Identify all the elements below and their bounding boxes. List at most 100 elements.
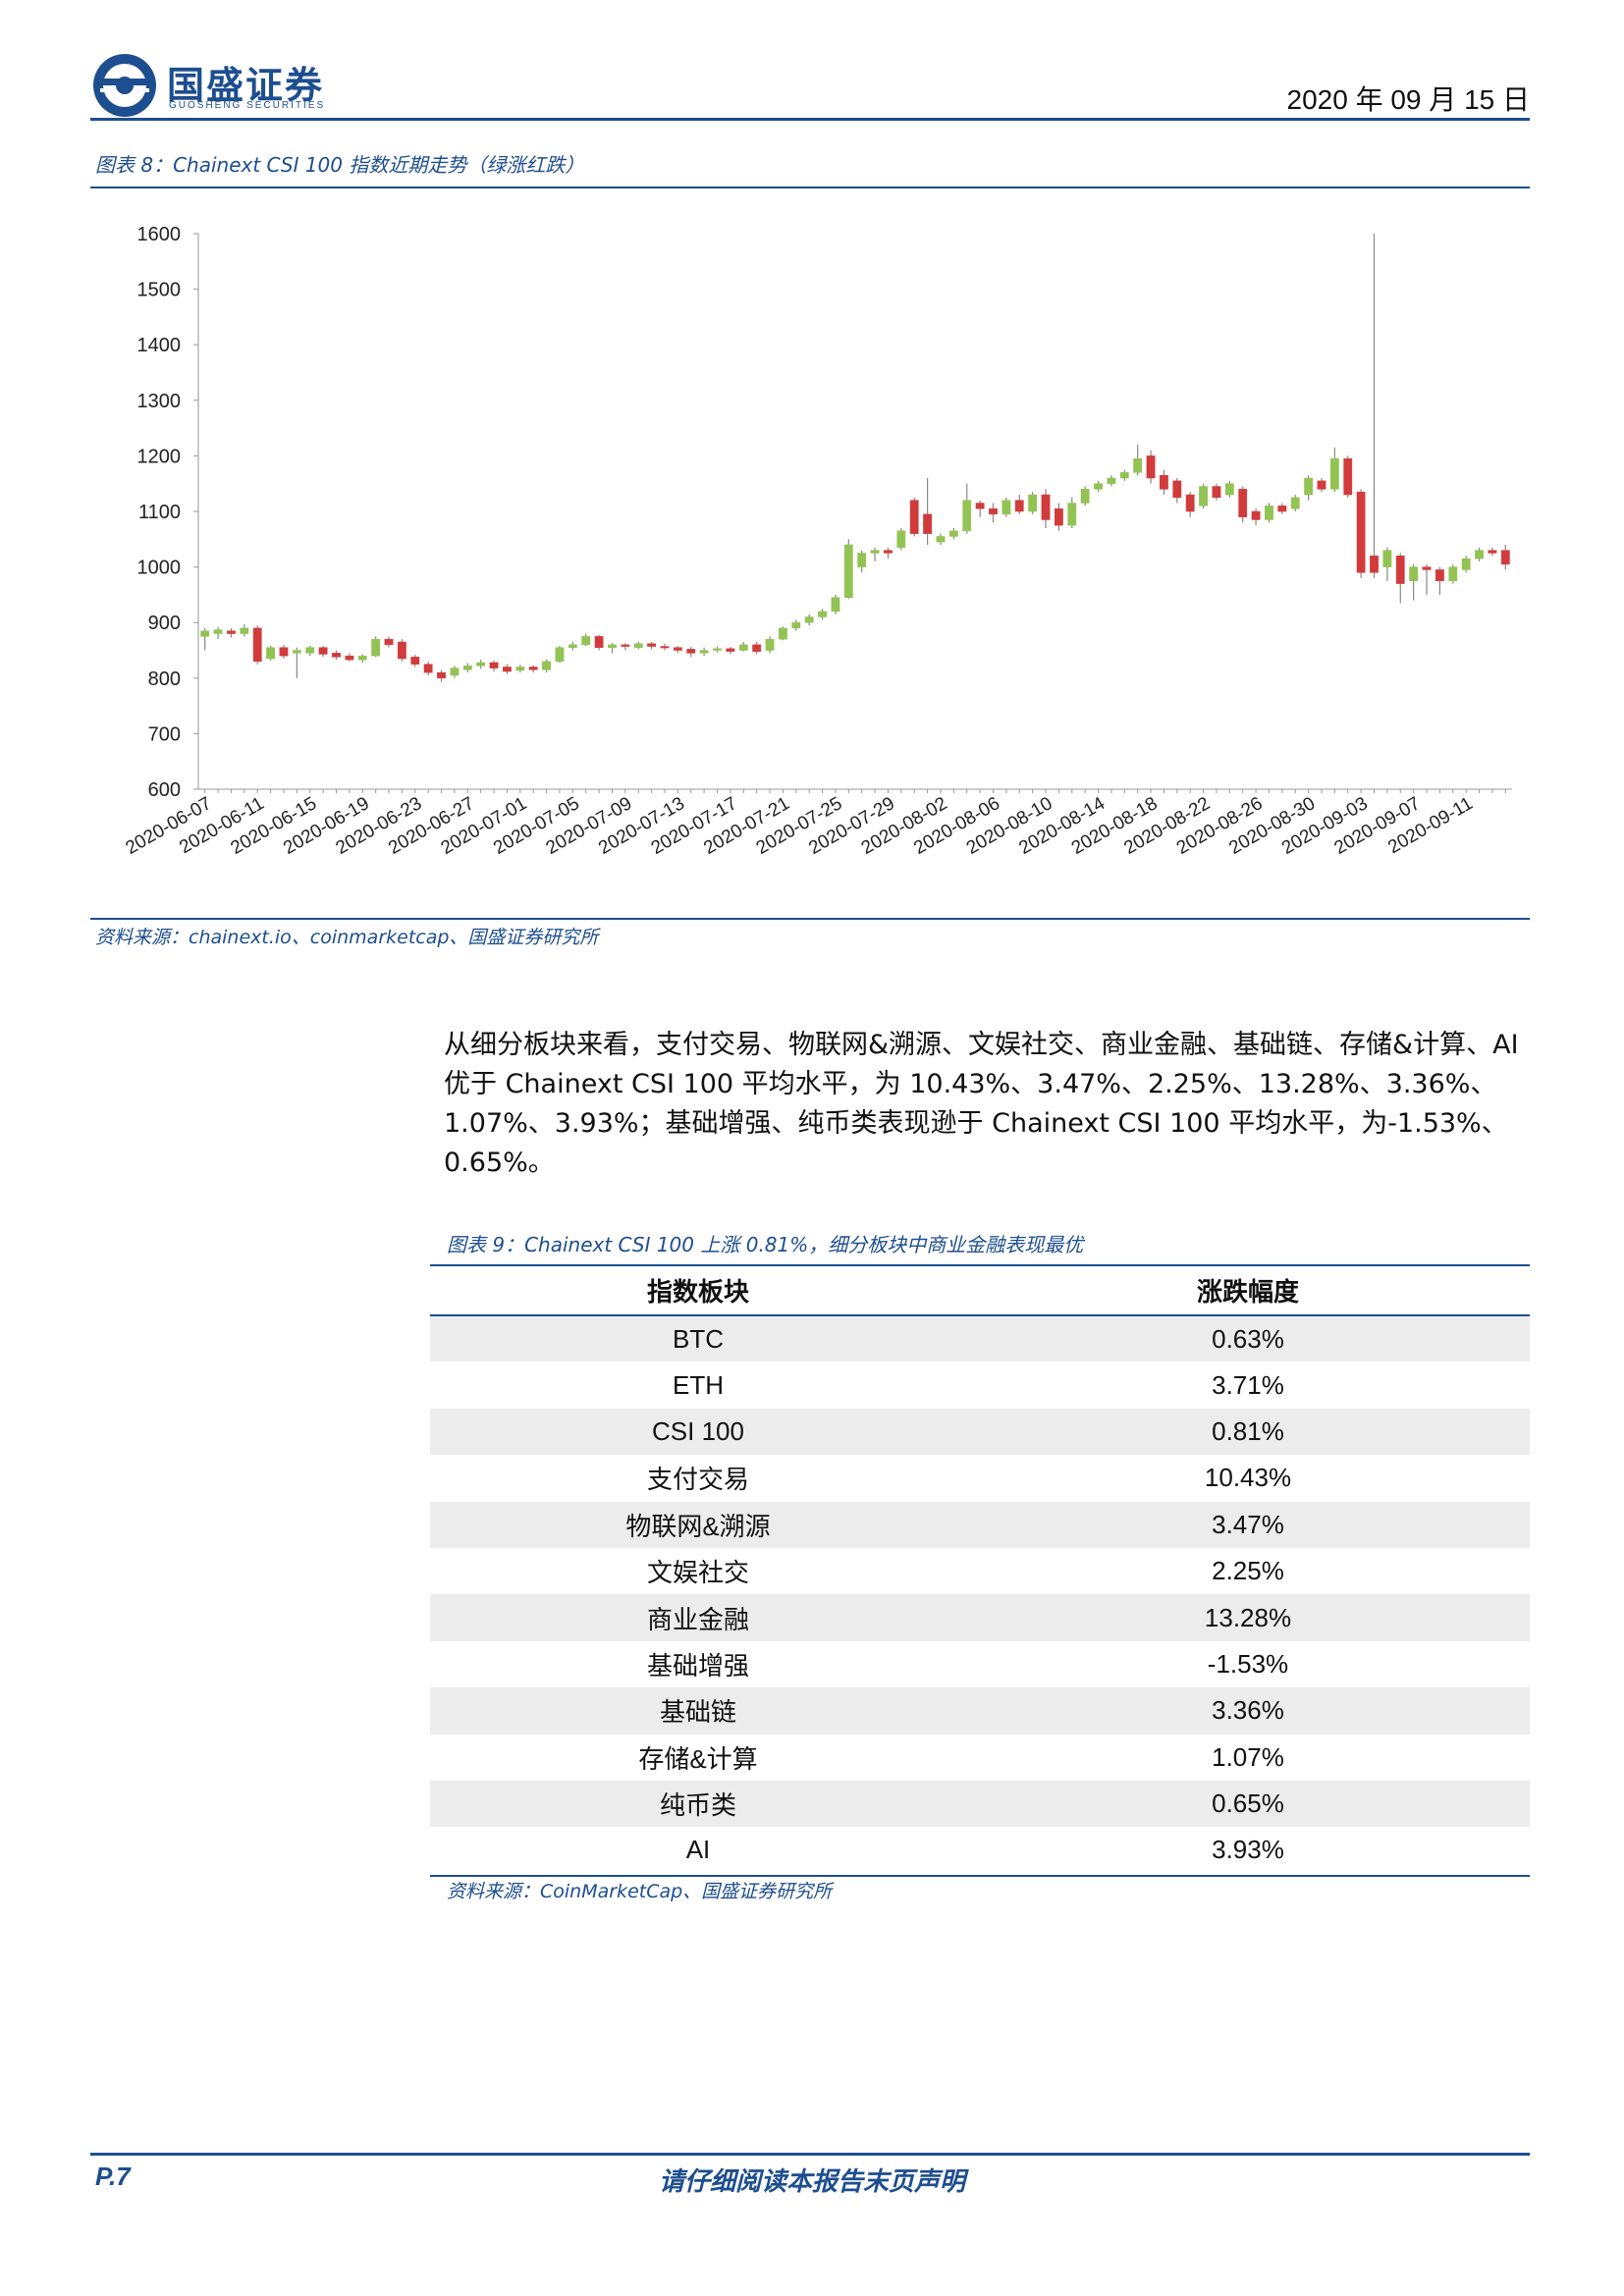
candle-body	[870, 550, 880, 554]
candle-body	[633, 643, 643, 648]
candle-body	[279, 647, 289, 657]
figure9-top-rule	[430, 1264, 1530, 1266]
candle-body	[1409, 566, 1419, 582]
change-value-cell: 3.36%	[966, 1687, 1530, 1735]
candle-body	[305, 647, 315, 654]
candle-body	[1067, 503, 1077, 526]
figure8-caption: 图表 8：Chainext CSI 100 指数近期走势（绿涨红跌）	[95, 153, 585, 177]
change-value-cell: 3.93%	[1212, 1835, 1284, 1865]
candle-body	[647, 643, 657, 647]
candle-body	[450, 667, 460, 676]
table-row: ETH 3.71%	[430, 1362, 1530, 1408]
table-row: 基础链 3.36%	[430, 1687, 1530, 1735]
candle-body	[1094, 483, 1103, 490]
candle-body	[1080, 489, 1090, 504]
candlestick-chart: 600 700 800 900 1000 1100 1200 1300 1400 1500 1600…	[123, 224, 1512, 859]
candle-body	[1172, 480, 1182, 499]
candle-body	[1028, 494, 1038, 512]
candle-body	[1133, 457, 1143, 473]
candle-body	[227, 630, 236, 634]
candle-body	[962, 500, 972, 532]
candle-body	[752, 644, 762, 652]
sector-name-cell: BTC	[430, 1315, 966, 1362]
candle-body	[1041, 494, 1051, 520]
candle-body	[345, 655, 354, 661]
y-tick-label: 1500	[137, 280, 182, 301]
candle-body	[1277, 506, 1287, 512]
candle-body	[896, 530, 906, 549]
candle-body	[568, 644, 577, 648]
y-tick-label: 900	[148, 613, 181, 634]
brand-subtitle: GUOSHENG SECURITIES	[169, 100, 326, 111]
candle-body	[989, 507, 998, 515]
candle-body	[621, 644, 630, 647]
y-tick-label: 1400	[137, 335, 182, 356]
candle-body	[1185, 494, 1195, 512]
change-value-cell: 0.63%	[966, 1315, 1530, 1362]
y-tick-label: 1600	[137, 224, 182, 245]
table-header-row: 指数板块 涨跌幅度	[430, 1266, 1530, 1316]
brand-name: 国盛证券	[167, 64, 325, 107]
candle-body	[1475, 550, 1484, 560]
table-row: 纯币类 0.65%	[430, 1780, 1530, 1828]
candle-body	[1160, 474, 1168, 490]
column-header-change: 涨跌幅度	[966, 1266, 1530, 1316]
sector-name-cell: 基础增强	[646, 1650, 749, 1681]
candle-body	[1329, 457, 1339, 490]
table-row: 物联网&溯源 3.47%	[430, 1501, 1530, 1548]
table-row: 文娱社交 2.25%	[430, 1548, 1530, 1594]
change-value-cell: 1.07%	[1212, 1741, 1284, 1772]
candle-body	[713, 648, 722, 651]
candle-body	[831, 597, 840, 613]
candle-body	[318, 647, 328, 655]
y-tick-label: 800	[148, 668, 181, 690]
candle-body	[515, 667, 525, 671]
company-logo	[93, 54, 156, 117]
change-value-cell: 0.65%	[966, 1780, 1530, 1828]
candle-body	[437, 671, 446, 679]
candle-body	[542, 661, 551, 670]
candle-body	[673, 647, 682, 651]
y-tick-label: 1100	[138, 502, 181, 523]
candle-body	[818, 611, 827, 617]
column-header-sector: 指数板块	[430, 1266, 966, 1316]
y-tick-label: 1200	[137, 446, 182, 467]
page-number: P.7	[95, 2162, 131, 2191]
candle-body	[397, 641, 406, 660]
change-value-cell: 0.81%	[966, 1408, 1530, 1456]
candle-body	[1014, 500, 1024, 512]
candle-body	[384, 638, 394, 646]
candle-body	[804, 616, 814, 623]
candle-body	[1238, 489, 1248, 517]
candle-body	[1146, 455, 1156, 479]
candle-body	[975, 503, 985, 509]
candle-body	[765, 638, 775, 651]
candle-body	[1212, 486, 1221, 499]
candle-body	[1488, 550, 1497, 554]
candle-body	[1199, 486, 1208, 507]
candle-body	[686, 649, 696, 654]
candle-body	[1343, 457, 1353, 496]
candle-body	[332, 653, 341, 658]
candle-body	[738, 644, 748, 651]
candle-body	[791, 621, 801, 629]
candle-body	[726, 648, 735, 652]
candle-body	[476, 662, 486, 667]
candle-body	[528, 667, 538, 670]
candle-body	[357, 655, 367, 661]
sector-name-cell: 文娱社交	[646, 1558, 749, 1588]
header-divider	[90, 118, 1530, 121]
figure9-caption: 图表 9：Chainext CSI 100 上涨 0.81%，细分板块中商业金融…	[447, 1233, 1084, 1256]
candle-body	[699, 650, 709, 654]
candle-body	[1265, 506, 1273, 520]
candle-body	[292, 650, 301, 654]
report-date: 2020 年 09 月 15 日	[1286, 84, 1530, 115]
sector-name-cell: 支付交易	[646, 1465, 749, 1495]
candle-body	[462, 666, 472, 670]
candle-body	[909, 500, 919, 534]
change-value-cell: -1.53%	[1207, 1648, 1289, 1679]
change-value-cell: 13.28%	[966, 1594, 1530, 1641]
table-row: BTC 0.63%	[430, 1315, 1530, 1362]
table-row: 存储&计算 1.07%	[430, 1735, 1530, 1781]
figure8-bottom-rule	[90, 918, 1530, 920]
